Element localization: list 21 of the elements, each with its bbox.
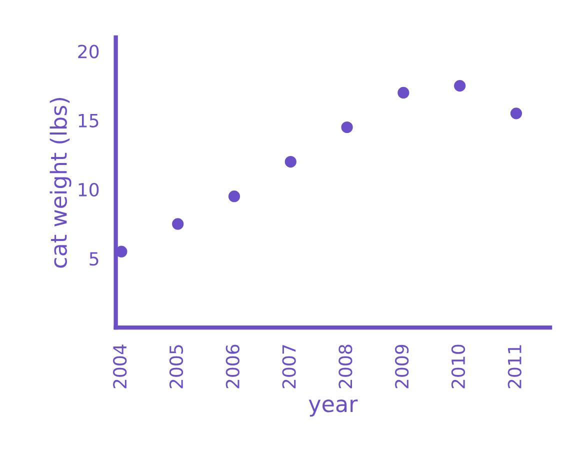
- x-tick-label: 2009: [395, 344, 409, 388]
- point: [172, 218, 184, 230]
- point: [228, 190, 240, 202]
- x-tick-label: 2005: [169, 345, 184, 388]
- point: [341, 121, 353, 134]
- point: [510, 108, 522, 120]
- x-tick-label: 2006: [226, 344, 240, 388]
- point: [284, 156, 296, 168]
- x-tick-label: 2010: [451, 344, 466, 388]
- y-tick-label: 20: [78, 44, 99, 58]
- x-tick-label: 2004: [113, 344, 127, 388]
- y-tick-label: 10: [78, 182, 99, 197]
- x-tick-label: 2011: [508, 345, 522, 388]
- y-axis-title: cat weight (lbs): [50, 98, 72, 268]
- y-tick-label: 15: [78, 114, 98, 128]
- point: [454, 80, 466, 92]
- x-tick-label: 2007: [282, 345, 296, 388]
- y-tick-label: 5: [90, 252, 98, 266]
- point: [398, 86, 410, 99]
- x-axis-title: year: [308, 400, 358, 417]
- x-tick-label: 2008: [338, 344, 352, 388]
